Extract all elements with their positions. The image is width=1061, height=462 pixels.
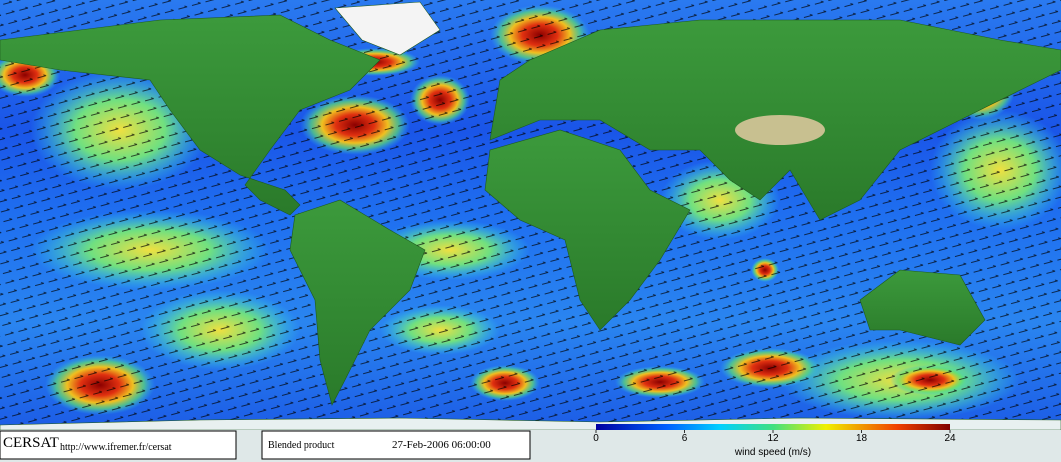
colorbar-tick-label: 0 bbox=[593, 433, 599, 444]
colorbar-tick-label: 6 bbox=[682, 433, 688, 444]
colorbar-tick-label: 12 bbox=[767, 433, 779, 444]
url: http://www.ifremer.fr/cersat bbox=[60, 442, 172, 453]
footer: CERSAT http://www.ifremer.fr/cersat Blen… bbox=[0, 424, 1061, 462]
logo: CERSAT bbox=[3, 435, 59, 451]
product-box bbox=[261, 430, 531, 460]
colorbar-tick-label: 24 bbox=[944, 433, 956, 444]
colorbar bbox=[596, 424, 950, 430]
logo-box bbox=[0, 430, 237, 460]
colorbar-tick-label: 18 bbox=[856, 433, 868, 444]
timestamp: 27-Feb-2006 06:00:00 bbox=[392, 439, 491, 451]
colorbar-label: wind speed (m/s) bbox=[734, 447, 811, 458]
product: Blended product bbox=[268, 440, 335, 451]
